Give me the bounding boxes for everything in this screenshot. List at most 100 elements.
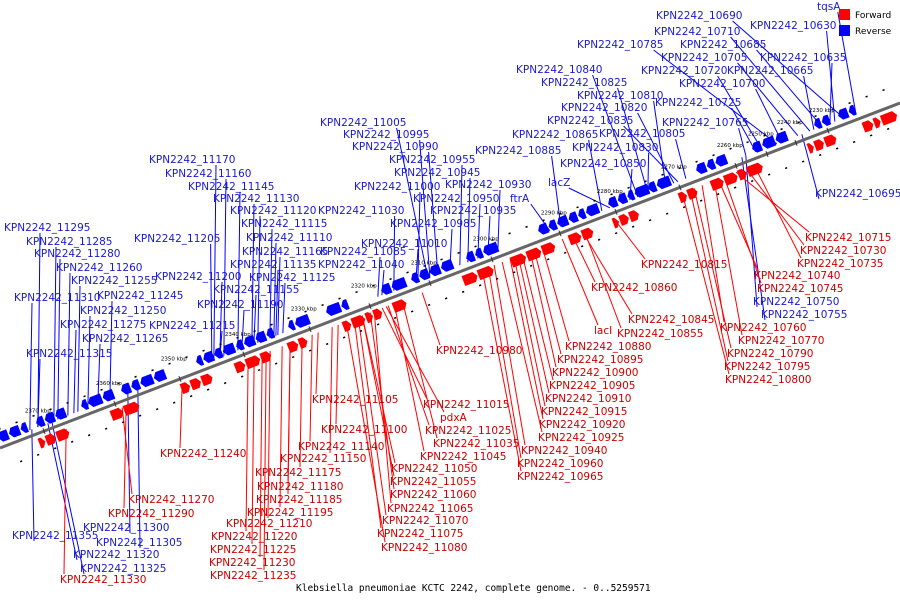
tick-label: 2260 kbp [717,143,743,149]
reverse-gene [578,208,587,220]
strand-tick [614,232,618,235]
reverse-gene [121,382,133,395]
forward-gene [200,373,213,387]
reverse-gene-label: KPN2242_11280 [34,248,120,260]
forward-gene-label: KPN2242_11100 [321,424,407,436]
connector [501,261,543,433]
reverse-gene [429,263,442,277]
strand-tick [767,173,771,176]
forward-gene [179,382,191,395]
forward-gene [618,213,629,226]
forward-gene-label: KPN2242_10910 [545,393,631,405]
strand-tick [801,160,805,163]
reverse-gene [153,368,168,382]
strand-tick [593,199,596,202]
reverse-gene-label: KPN2242_11205 [134,233,220,245]
connector [653,49,778,145]
reverse-gene-label: KPN2242_11010 [361,238,447,250]
tick-label: 2240 kbp [777,120,803,126]
forward-gene-label: KPN2242_11225 [210,544,296,556]
forward-gene [677,191,687,204]
forward-gene-label: KPN2242_10895 [557,354,643,366]
reverse-gene-label: KPN2242_10990 [352,141,438,153]
strand-tick [525,225,528,228]
strand-tick [797,121,800,124]
connector [287,343,291,495]
forward-gene-label: KPN2242_11230 [209,557,295,569]
forward-gene-label: KPN2242_10960 [517,458,603,470]
reverse-gene [634,183,651,198]
strand-tick [763,134,766,137]
connector [345,321,386,543]
connector [617,87,649,194]
connector [741,157,766,321]
genome-caption: Klebsiella pneumoniae KCTC 2242, complet… [296,583,651,594]
connector [77,285,81,412]
connector [210,243,213,361]
tick-mark [614,208,618,215]
strand-tick [631,225,635,228]
forward-gene-label: KPN2242_10770 [738,335,824,347]
connector [701,185,725,323]
reverse-gene [775,130,789,144]
strand-tick [338,297,341,300]
reverse-gene-label: KPN2242_10830 [572,142,658,154]
connector [31,429,35,542]
reverse-gene-label: KPN2242_10630 [750,20,836,32]
connector [647,152,650,194]
strand-tick [869,134,873,137]
reverse-gene-label: KPN2242_11145 [188,181,274,193]
reverse-gene-label: KPN2242_10835 [547,115,633,127]
connector [273,242,277,337]
strand-tick [576,206,579,209]
tick-mark [794,139,798,146]
forward-gene [580,227,594,241]
forward-gene [259,351,272,364]
forward-gene [341,320,352,333]
reverse-gene-label: KPN2242_11200 [155,271,241,283]
connector [47,423,78,561]
reverse-gene [326,301,343,316]
reverse-gene-label: KPN2242_11170 [149,154,235,166]
reverse-gene [586,202,601,217]
reverse-gene-label: KPN2242_10750 [753,296,839,308]
reverse-gene [483,241,500,256]
tick-mark [558,230,562,237]
connector [467,177,471,263]
strand-tick [865,95,868,98]
connector [377,256,381,297]
forward-gene-label: KPN2242_11185 [256,494,342,506]
tick-label: 2370 kbp [25,408,51,414]
connector [277,256,281,336]
reverse-gene-label: KPN2242_11300 [83,522,169,534]
strand-tick [189,395,193,398]
strand-tick [746,141,749,144]
connector [29,302,33,431]
forward-gene-label: KPN2242_11195 [247,507,333,519]
connector [583,230,622,329]
reverse-gene-label: KPN2242_11305 [96,537,182,549]
strand-tick [440,258,443,261]
forward-gene-label: KPN2242_11070 [382,515,468,527]
connector [387,305,430,426]
reverse-gene [203,350,216,364]
strand-tick [117,382,120,385]
legend-reverse-label: Reverse [855,27,892,37]
strand-tick [818,153,822,157]
connector [37,232,41,428]
strand-tick [457,251,460,255]
strand-tick [393,316,397,320]
forward-gene-label: KPN2242_11140 [298,441,384,453]
strand-tick [410,310,414,313]
connector [335,324,339,425]
strand-tick [87,434,91,437]
forward-gene [525,247,542,262]
forward-gene-label: KPN2242_11050 [391,463,477,475]
connector [732,20,845,119]
reverse-gene-label: KPN2242_11265 [82,333,168,345]
forward-gene [686,187,698,200]
reverse-gene-label: KPN2242_10805 [599,128,685,140]
connector [269,228,273,339]
strand-tick [784,166,788,170]
connector [753,165,802,259]
